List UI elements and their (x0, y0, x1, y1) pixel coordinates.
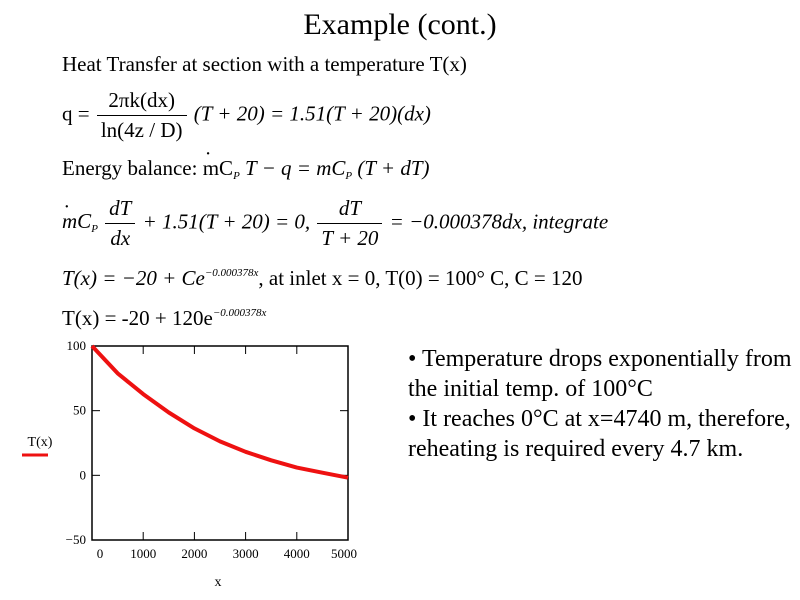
energy-expr: mC (203, 156, 233, 180)
bullet-item: • Temperature drops exponentially from t… (408, 346, 792, 402)
eq-q-rhs: (T + 20) = 1.51(T + 20)(dx) (193, 101, 431, 126)
x-tick-label: 2000 (181, 546, 207, 561)
y-tick-label: 100 (67, 338, 87, 353)
x-tick-label: 0 (97, 546, 104, 561)
plot-frame (91, 345, 349, 541)
energy-rest: T − q = mC (245, 156, 346, 180)
diff-den2: T + 20 (321, 226, 379, 250)
heat-transfer-line: Heat Transfer at section with a temperat… (62, 52, 467, 76)
eq-q-lhs: q = (62, 101, 90, 126)
diff-mid: + 1.51(T + 20) = 0, (142, 209, 311, 234)
energy-label: Energy balance: (62, 156, 198, 180)
final-exp: −0.000378x (212, 307, 267, 319)
diff-fraction-2: dT T + 20 (317, 196, 383, 251)
x-axis-label: x (215, 575, 222, 590)
slide-title: Example (cont.) (303, 8, 497, 41)
equation-solution: T(x) = −20 + Ce−0.000378x, at inlet x = … (62, 266, 583, 291)
x-tick-label: 4000 (284, 546, 310, 561)
y-tick-label: −50 (66, 532, 86, 547)
x-tick-label: 5000 (331, 546, 357, 561)
diff-num1: dT (105, 196, 136, 224)
sol-exp: −0.000378x (204, 267, 259, 279)
energy-sub: P (233, 170, 240, 182)
equation-final: T(x) = -20 + 120e−0.000378x (62, 306, 266, 331)
bullet-item: • It reaches 0°C at x=4740 m, therefore,… (408, 406, 791, 462)
equation-q: q = 2πk(dx) ln(4z / D) (T + 20) = 1.51(T… (62, 88, 431, 143)
sol-a: T(x) = −20 + Ce (62, 266, 205, 290)
diff-den1: dx (110, 226, 131, 250)
energy-rest2: (T + dT) (357, 156, 430, 180)
eq-q-fraction: 2πk(dx) ln(4z / D) (96, 88, 187, 143)
diff-a: mC (62, 209, 91, 233)
final-a: T(x) = -20 + 120e (62, 306, 213, 330)
diff-end: = −0.000378dx, integrate (389, 209, 609, 234)
y-tick-label: 50 (73, 403, 86, 418)
series-line-T (90, 344, 349, 480)
eq-q-numerator: 2πk(dx) (96, 88, 187, 116)
x-tick-label: 3000 (233, 546, 259, 561)
diff-num2: dT (317, 196, 383, 224)
equation-energy-balance: Energy balance: mCP T − q = mCP (T + dT) (62, 156, 430, 182)
x-tick-label: 1000 (130, 546, 156, 561)
y-tick-label: 0 (80, 467, 87, 482)
diff-sub: P (91, 223, 98, 236)
bullet-list: • Temperature drops exponentially from t… (408, 344, 793, 464)
equation-differential: mCP dT dx + 1.51(T + 20) = 0, dT T + 20 … (62, 196, 608, 251)
eq-q-denominator: ln(4z / D) (100, 118, 183, 142)
sol-b: , at inlet x = 0, T(0) = 100° C, C = 120 (258, 266, 583, 290)
energy-sub2: P (345, 170, 353, 182)
diff-fraction-1: dT dx (105, 196, 136, 251)
legend-label: T(x) (28, 435, 53, 450)
